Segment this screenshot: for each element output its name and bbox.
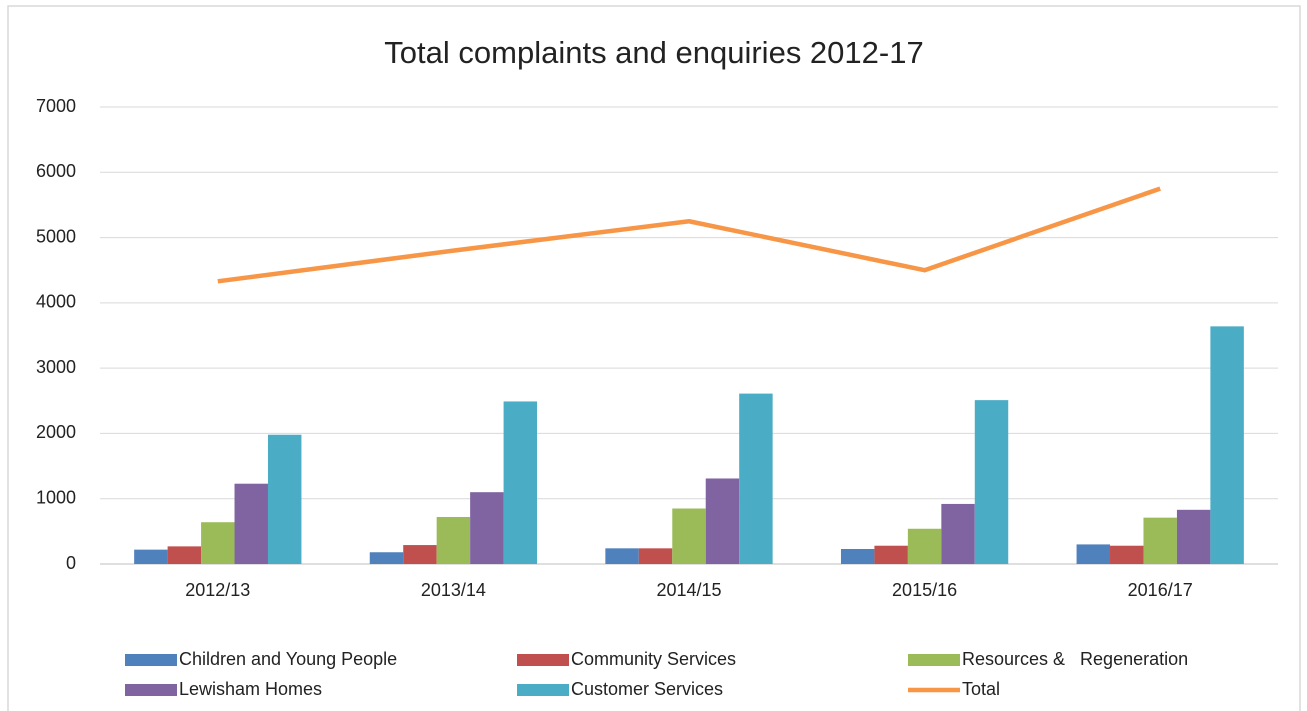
bar (1076, 544, 1111, 564)
legend-text: Customer Services (571, 679, 723, 699)
legend-text: Children and Young People (179, 649, 397, 669)
bar (705, 478, 740, 564)
bar (267, 434, 302, 564)
x-tick-label: 2015/16 (892, 580, 957, 600)
legend-swatch (125, 684, 177, 696)
bar (874, 545, 908, 564)
bar (1110, 545, 1144, 564)
bar (672, 508, 706, 564)
line-series (217, 186, 1161, 284)
legend-text: Total (962, 679, 1000, 699)
y-tick-label: 1000 (36, 487, 76, 507)
y-tick-label: 2000 (36, 422, 76, 442)
bar (167, 546, 202, 564)
y-tick-label: 3000 (36, 357, 76, 377)
bar (369, 552, 404, 564)
y-tick-label: 7000 (36, 96, 76, 116)
bar (941, 503, 975, 564)
y-tick-label: 5000 (36, 226, 76, 246)
bar (436, 516, 471, 564)
y-tick-label: 0 (66, 553, 76, 573)
bar (503, 401, 538, 564)
chart-frame (7, 5, 1301, 711)
legend-swatch (125, 654, 177, 666)
legend-swatch (517, 654, 569, 666)
bar (470, 492, 504, 564)
bar (605, 548, 639, 564)
bar (907, 528, 942, 564)
legend-text: Resources & Regeneration (962, 649, 1188, 669)
bar (1143, 517, 1177, 564)
bar (638, 548, 673, 564)
bar (1210, 326, 1244, 564)
bar (403, 545, 437, 564)
legend-text: Community Services (571, 649, 736, 669)
y-tick-label: 4000 (36, 292, 76, 312)
x-tick-label: 2016/17 (1128, 580, 1193, 600)
bar (201, 522, 235, 564)
bar (739, 393, 773, 564)
bar (974, 400, 1009, 564)
legend-swatch (517, 684, 569, 696)
y-tick-label: 6000 (36, 161, 76, 181)
x-tick-label: 2012/13 (185, 580, 250, 600)
chart-title: Total complaints and enquiries 2012-17 (384, 35, 923, 70)
bar (840, 548, 875, 564)
bar (134, 549, 168, 564)
legend-text: Lewisham Homes (179, 679, 322, 699)
bar (234, 483, 268, 564)
x-tick-label: 2014/15 (656, 580, 721, 600)
x-tick-label: 2013/14 (421, 580, 486, 600)
legend-swatch (908, 654, 960, 666)
bar (1176, 509, 1211, 564)
